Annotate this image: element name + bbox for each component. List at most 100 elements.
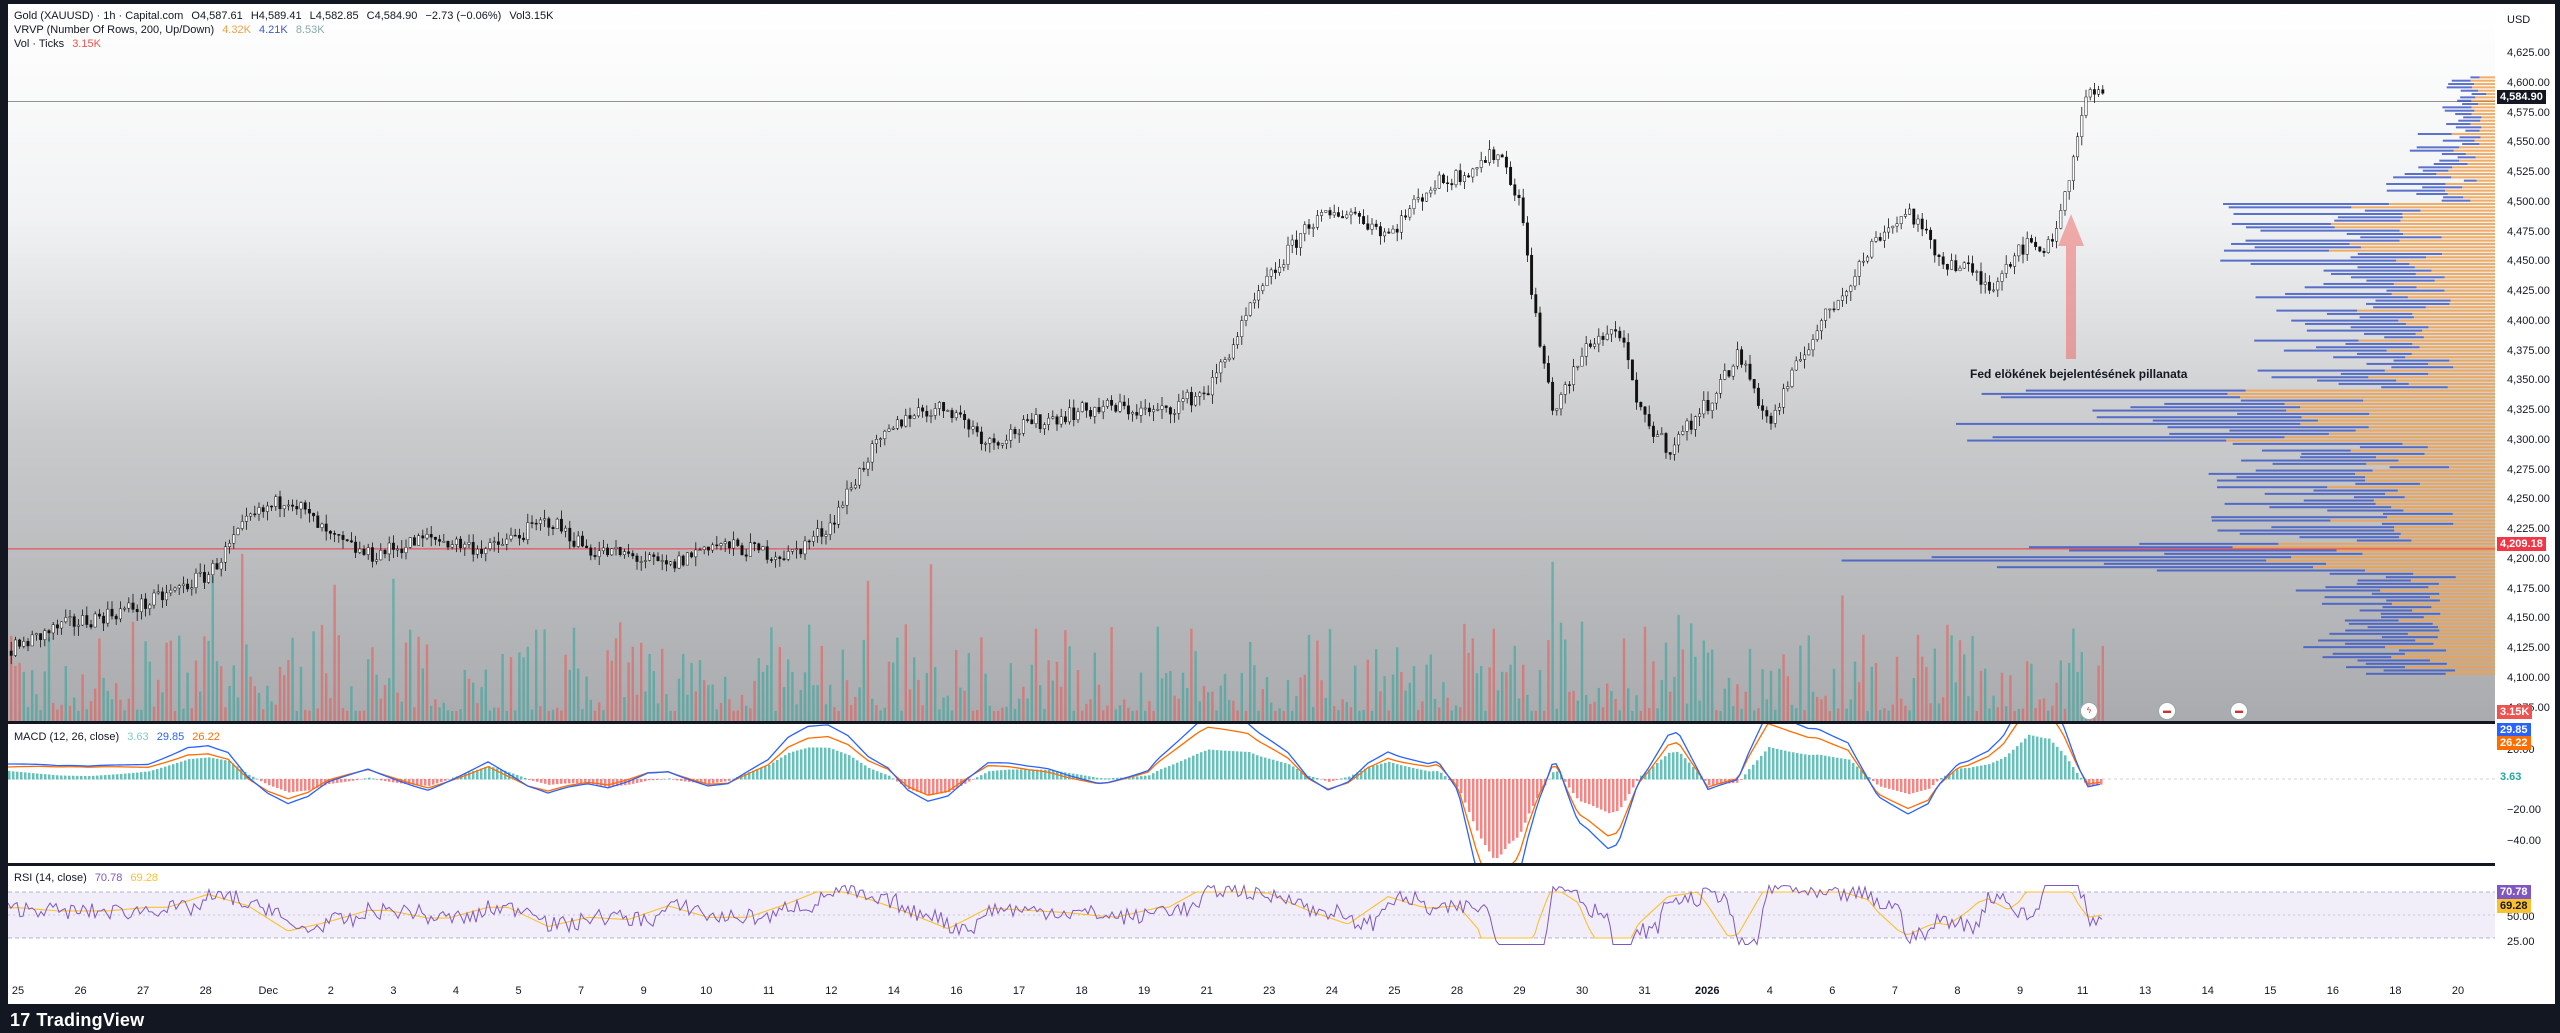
macd-histogram-bar	[724, 779, 727, 782]
time-tick-label: 3	[390, 985, 397, 997]
volume-profile-down-row	[2353, 496, 2405, 499]
volume-profile-down-row	[2359, 446, 2428, 449]
candle-body	[828, 522, 832, 535]
volume-bar	[228, 685, 231, 721]
macd-pane[interactable]: MACD (12, 26, close) 3.63 29.85 26.22	[8, 724, 2495, 863]
volume-profile-down-row	[2350, 256, 2426, 259]
candle-body	[93, 613, 97, 628]
candle-body	[1076, 411, 1080, 421]
volume-profile-down-row	[2240, 399, 2364, 402]
candle-body	[81, 615, 85, 626]
volume-bar	[1643, 626, 1647, 721]
macd-histogram-bar	[1576, 779, 1579, 799]
rsi-canvas[interactable]	[8, 866, 2495, 980]
candle-body	[198, 571, 202, 574]
rsi-legend[interactable]: RSI (14, close) 70.78 69.28	[14, 871, 163, 885]
macd-histogram-bar	[840, 752, 843, 780]
volume-profile-up-row	[2451, 133, 2495, 136]
candle-body	[1370, 223, 1374, 230]
macd-histogram-bar	[220, 759, 223, 780]
candle-body	[89, 624, 93, 628]
macd-histogram-bar	[1836, 757, 1839, 780]
vrvp-legend[interactable]: VRVP (Number Of Rows, 200, Up/Down) 4.32…	[14, 23, 330, 37]
volume-bar	[1589, 703, 1592, 721]
volume-legend[interactable]: Vol · Ticks 3.15K	[14, 37, 106, 51]
volume-profile-down-row	[2448, 83, 2474, 86]
volume-profile-down-row	[2386, 599, 2440, 602]
volume-bar	[816, 685, 819, 721]
volume-bar	[1383, 676, 1386, 721]
candle-body	[1929, 229, 1933, 240]
candle-body	[790, 549, 794, 552]
macd-histogram-bar	[1680, 753, 1683, 780]
macd-histogram-bar	[1328, 779, 1331, 782]
volume-bar	[959, 687, 962, 721]
volume-profile-up-row	[2480, 136, 2495, 139]
volume-bar	[190, 708, 193, 721]
volume-bar	[1916, 634, 1920, 721]
footer-bar: 17 TradingView	[0, 1004, 2560, 1033]
volume-bar	[2063, 708, 2067, 721]
macd-histogram-bar	[572, 779, 575, 784]
macd-histogram-bar	[860, 762, 863, 780]
macd-histogram-bar	[384, 779, 387, 782]
candle-body	[820, 528, 824, 537]
volume-profile-down-row	[2330, 272, 2416, 275]
macd-histogram-bar	[2060, 750, 2063, 780]
volume-bar	[1656, 708, 1659, 721]
us-flag-icon[interactable]: ▬	[2230, 702, 2248, 720]
volume-bar	[572, 627, 576, 721]
volume-profile-up-row	[2475, 156, 2495, 159]
volume-profile-up-row	[2362, 552, 2495, 555]
macd-histogram-bar	[52, 774, 55, 780]
candle-body	[181, 583, 185, 586]
candle-body	[996, 442, 1000, 446]
volume-bar	[1967, 696, 1970, 721]
time-tick-label: 11	[2076, 985, 2089, 997]
volume-profile-up-row	[2478, 89, 2495, 92]
macd-histogram-bar	[228, 760, 231, 780]
volume-bar	[354, 710, 357, 721]
candle-body	[1895, 223, 1899, 227]
macd-histogram-bar	[1376, 764, 1379, 780]
rsi-pane[interactable]: RSI (14, close) 70.78 69.28	[8, 866, 2495, 980]
volume-bar	[1320, 680, 1323, 721]
volume-bar	[430, 705, 433, 721]
volume-bar	[224, 707, 227, 721]
candle-body	[2038, 246, 2042, 252]
macd-canvas[interactable]	[8, 724, 2495, 863]
macd-histogram-bar	[380, 779, 383, 781]
price-chart-canvas[interactable]	[8, 4, 2495, 721]
macd-histogram-bar	[1052, 770, 1055, 780]
volume-bar	[308, 710, 311, 721]
candle-body	[1698, 413, 1702, 417]
volume-bar	[304, 709, 307, 721]
macd-legend[interactable]: MACD (12, 26, close) 3.63 29.85 26.22	[14, 730, 225, 744]
time-tick-label: 14	[887, 985, 901, 997]
event-flag-icon[interactable]: ϟ	[2080, 702, 2098, 720]
volume-bar	[1685, 703, 1689, 721]
macd-line	[8, 724, 2101, 863]
price-axis[interactable]: USD 4,625.00 4,600.00 4,575.00 4,550.00 4,52…	[2495, 4, 2555, 980]
symbol-title[interactable]: Gold (XAUUSD) · 1h · Capital.com	[14, 10, 184, 22]
volume-bar	[980, 637, 983, 721]
macd-histogram-bar	[1672, 752, 1675, 780]
macd-histogram-bar	[1500, 779, 1503, 855]
price-tick-label: 4,425.00	[2507, 285, 2550, 297]
currency-label[interactable]: USD	[2507, 14, 2531, 26]
macd-histogram-bar	[672, 779, 675, 780]
volume-profile-up-row	[2476, 179, 2495, 182]
candle-body	[454, 538, 458, 545]
macd-histogram-bar	[984, 773, 987, 780]
us-flag-icon[interactable]: ▬	[2158, 702, 2176, 720]
tradingview-logo[interactable]: 17 TradingView	[10, 1010, 144, 1031]
volume-profile-down-row	[2271, 376, 2369, 379]
time-axis[interactable]: 25 26 27 28 Dec 2 3 4 5 7 9 10 11 12 14 16 17 18 19 21 23 24 2…	[8, 980, 2555, 1004]
volume-bar	[1064, 630, 1067, 721]
volume-profile-up-row	[2394, 526, 2495, 529]
macd-histogram-bar	[1940, 777, 1943, 780]
fed-annotation-text[interactable]: Fed elökének bejelentésének pillanata	[1970, 367, 2188, 381]
macd-histogram-bar	[1212, 749, 1215, 780]
candle-body	[1530, 254, 1534, 295]
price-chart[interactable]: Gold (XAUUSD) · 1h · Capital.com O4,587.…	[8, 4, 2495, 721]
